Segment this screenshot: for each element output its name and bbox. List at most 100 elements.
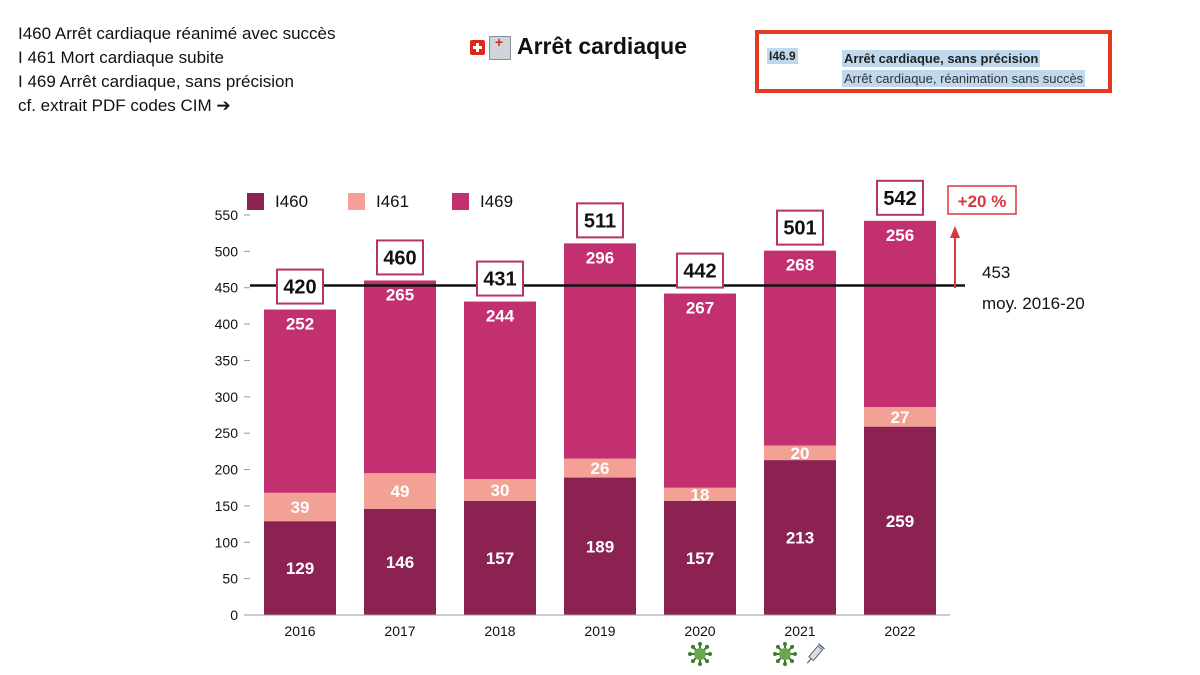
legend-swatch-i469 <box>452 193 469 210</box>
total-box <box>476 260 524 297</box>
x-tick-label: 2017 <box>384 623 415 639</box>
data-label: 267 <box>686 299 714 318</box>
syringe-icon <box>806 643 825 664</box>
total-label: 501 <box>783 218 816 240</box>
virus-icon <box>773 642 797 666</box>
cim-description-1: Arrêt cardiaque, sans précision <box>842 50 1041 67</box>
x-tick-label: 2016 <box>284 623 315 639</box>
total-box <box>876 179 924 216</box>
data-label: 268 <box>786 256 814 275</box>
data-label: 18 <box>691 485 710 504</box>
bar-i461 <box>464 479 536 501</box>
total-label: 460 <box>383 247 416 269</box>
data-label: 157 <box>686 549 714 568</box>
increase-label: +20 % <box>958 192 1007 211</box>
total-label: 420 <box>283 277 316 299</box>
data-label: 252 <box>286 315 314 334</box>
y-tick-label: 500 <box>215 243 239 259</box>
note-line: I 469 Arrêt cardiaque, sans précision <box>18 72 294 91</box>
y-tick-label: 150 <box>215 498 239 514</box>
bar-i461 <box>664 487 736 501</box>
bar-i460 <box>864 426 936 615</box>
chart-title-block: Arrêt cardiaque <box>470 33 687 60</box>
data-label: 265 <box>386 285 414 304</box>
bar-i461 <box>264 492 336 522</box>
swiss-flag-icon <box>470 40 485 56</box>
bar-i461 <box>764 445 836 461</box>
bar-i460 <box>564 477 636 615</box>
data-label: 296 <box>586 248 614 267</box>
total-label: 542 <box>883 188 916 210</box>
y-tick-label: 300 <box>215 389 239 405</box>
legend-swatch-i461 <box>348 193 365 210</box>
note-line: I460 Arrêt cardiaque réanimé avec succès <box>18 24 336 43</box>
total-box <box>576 202 624 239</box>
data-label: 26 <box>591 459 610 478</box>
increase-arrow-head <box>950 226 960 238</box>
bar-i460 <box>364 508 436 615</box>
increase-box <box>947 185 1017 215</box>
notes-block: I460 Arrêt cardiaque réanimé avec succès… <box>18 22 336 118</box>
bar-i469 <box>664 293 736 488</box>
y-tick-label: 450 <box>215 280 239 296</box>
bar-i461 <box>564 458 636 478</box>
bar-i469 <box>764 250 836 446</box>
total-label: 431 <box>483 269 516 291</box>
total-box <box>776 209 824 246</box>
y-tick-label: 250 <box>215 425 239 441</box>
note-line: cf. extrait PDF codes CIM ➔ <box>18 96 231 115</box>
hospital-icon <box>489 34 511 60</box>
y-tick-label: 550 <box>215 207 239 223</box>
bar-i469 <box>464 301 536 479</box>
data-label: 30 <box>491 481 510 500</box>
data-label: 27 <box>891 408 910 427</box>
data-label: 213 <box>786 529 814 548</box>
y-tick-label: 350 <box>215 352 239 368</box>
data-label: 244 <box>486 307 515 326</box>
bar-i460 <box>464 500 536 615</box>
total-label: 511 <box>584 210 616 232</box>
bar-i460 <box>264 521 336 615</box>
y-tick-label: 100 <box>215 534 239 550</box>
bar-i469 <box>364 280 436 474</box>
average-value-label: 453 <box>982 263 1010 282</box>
data-label: 259 <box>886 512 914 531</box>
total-label: 442 <box>683 261 716 283</box>
y-tick-label: 200 <box>215 462 239 478</box>
legend-label: I460 <box>275 192 308 211</box>
cim-code-excerpt: I46.9 Arrêt cardiaque, sans précision Ar… <box>755 30 1112 93</box>
x-tick-label: 2022 <box>884 623 915 639</box>
total-box <box>276 268 324 305</box>
x-tick-label: 2021 <box>784 623 815 639</box>
cim-description-2: Arrêt cardiaque, réanimation sans succès <box>842 70 1086 87</box>
x-tick-label: 2019 <box>584 623 615 639</box>
x-tick-label: 2018 <box>484 623 515 639</box>
data-label: 49 <box>391 482 410 501</box>
y-tick-label: 0 <box>230 607 238 623</box>
bar-i461 <box>864 407 936 427</box>
legend-label: I461 <box>376 192 409 211</box>
bar-i460 <box>764 460 836 615</box>
legend-label: I469 <box>480 192 513 211</box>
data-label: 256 <box>886 226 914 245</box>
y-tick-label: 50 <box>222 571 238 587</box>
legend-swatch-i460 <box>247 193 264 210</box>
note-line: I 461 Mort cardiaque subite <box>18 48 225 67</box>
y-tick-label: 400 <box>215 316 239 332</box>
page-title: Arrêt cardiaque <box>517 33 688 59</box>
bar-i469 <box>864 220 936 407</box>
data-label: 157 <box>486 549 514 568</box>
data-label: 146 <box>386 553 414 572</box>
average-text-label: moy. 2016-20 <box>982 294 1085 313</box>
virus-icon <box>688 642 712 666</box>
cim-code: I46.9 <box>767 48 798 64</box>
total-box <box>676 252 724 289</box>
data-label: 129 <box>286 559 314 578</box>
bar-i460 <box>664 500 736 615</box>
total-box <box>376 239 424 276</box>
bar-i469 <box>264 309 336 493</box>
data-label: 20 <box>791 444 810 463</box>
data-label: 39 <box>291 498 310 517</box>
x-tick-label: 2020 <box>684 623 715 639</box>
